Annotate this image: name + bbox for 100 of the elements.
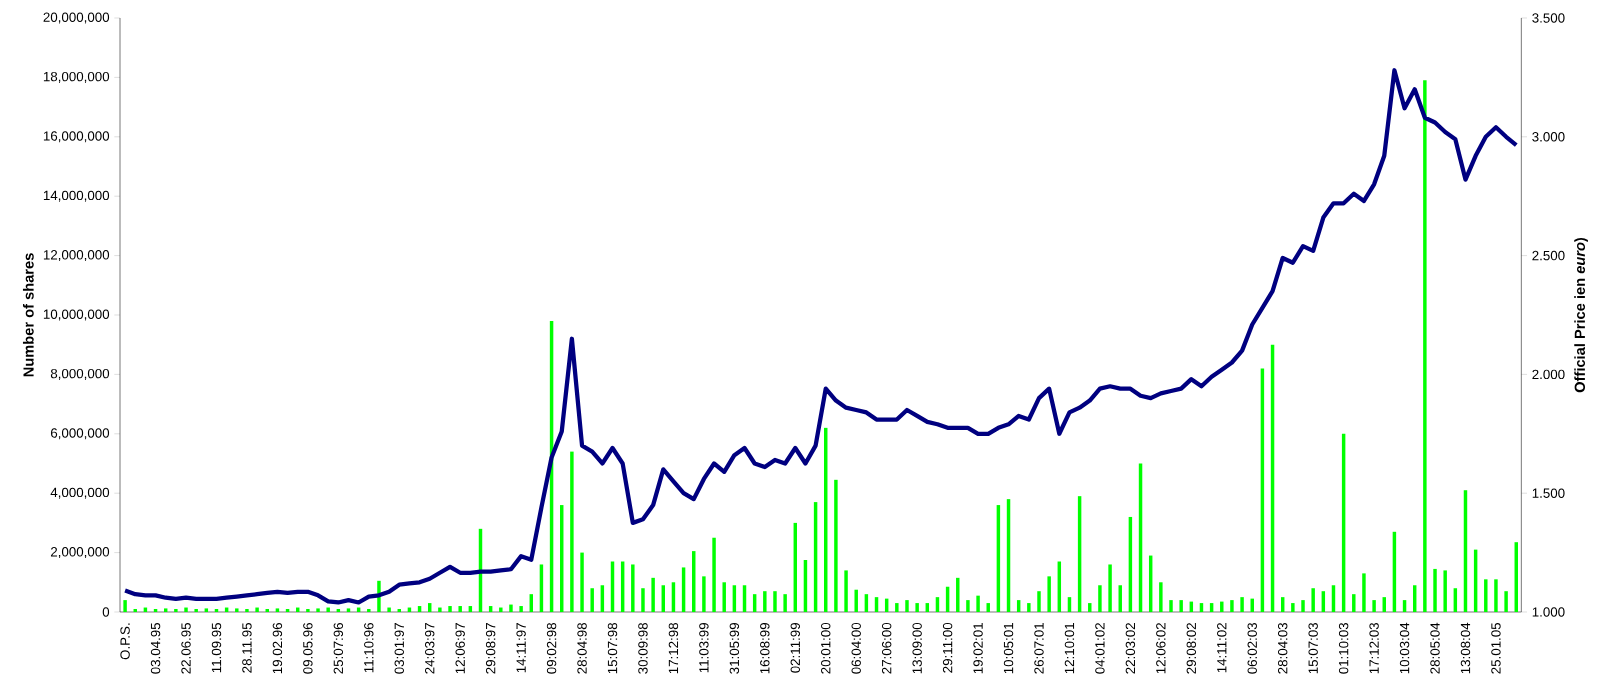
x-tick-label: 20:01:00 xyxy=(821,622,831,674)
bar xyxy=(1108,564,1112,612)
bar xyxy=(194,609,198,612)
bar xyxy=(336,609,341,612)
x-tick-label: 14:11:97 xyxy=(516,623,526,673)
bar xyxy=(316,608,320,612)
x-tick-label: 10:03:04 xyxy=(1399,622,1410,674)
x-tick-label: 19:02:01 xyxy=(973,623,983,674)
bar xyxy=(834,479,838,612)
bar xyxy=(1291,603,1295,612)
bar xyxy=(387,607,391,612)
x-tick-label: 11.09.95 xyxy=(211,622,222,673)
x-tick-label: 16:08:99 xyxy=(760,623,770,674)
x-tick-label: 06:04:00 xyxy=(851,622,861,674)
bar xyxy=(1037,591,1041,612)
y-tick-label: 10,000,000 xyxy=(43,309,110,321)
bar xyxy=(1159,582,1163,612)
bar xyxy=(397,609,401,612)
bar xyxy=(306,609,310,612)
x-tick-label: 12:06:02 xyxy=(1156,623,1166,674)
bar xyxy=(712,537,716,612)
x-tick-label: 01:10:03 xyxy=(1338,622,1349,674)
bar xyxy=(275,608,280,612)
x-tick-label: 10:05:01 xyxy=(1003,623,1014,674)
bar xyxy=(1230,600,1234,612)
bar xyxy=(570,451,574,612)
bar xyxy=(326,607,330,612)
bar xyxy=(1088,603,1092,612)
x-tick-label: 11:03:99 xyxy=(699,623,709,673)
x-tick-label: 28:04:03 xyxy=(1277,622,1288,674)
y-tick-label: 14,000,000 xyxy=(43,190,110,202)
bar xyxy=(1423,80,1427,612)
bar xyxy=(1169,600,1173,612)
bar xyxy=(1352,594,1356,612)
x-tick-label: 17:12:03 xyxy=(1369,622,1379,674)
x-tick-label: 12:06:97 xyxy=(455,623,465,674)
bar xyxy=(1443,570,1447,612)
bar xyxy=(265,609,269,612)
y-tick-label: 18,000,000 xyxy=(43,71,110,83)
y2-tick-label: 2.000 xyxy=(1532,369,1565,380)
bar xyxy=(915,603,919,612)
x-tick-label: 22.06.95 xyxy=(181,622,191,674)
bar xyxy=(1047,576,1051,612)
bar xyxy=(448,606,452,612)
bar xyxy=(123,600,127,612)
bar xyxy=(1494,579,1498,612)
bar xyxy=(976,595,980,612)
x-tick-label: 13:09:00 xyxy=(912,622,922,674)
y-tick-label: 6,000,000 xyxy=(50,428,110,440)
y-tick-label: 16,000,000 xyxy=(43,131,110,143)
x-tick-label: 28.11.95 xyxy=(242,622,252,673)
x-tick-label: 02:11:99 xyxy=(790,623,800,673)
bar xyxy=(1372,600,1376,612)
bar xyxy=(1179,600,1183,612)
bar xyxy=(895,603,899,612)
bar xyxy=(1311,588,1315,612)
bar xyxy=(245,609,249,612)
y2-tick-label: 3.500 xyxy=(1532,13,1565,23)
x-tick-label: 26:07:01 xyxy=(1034,623,1044,674)
bar xyxy=(285,609,290,612)
x-tick-label: 09:02:98 xyxy=(546,622,557,674)
x-tick-label: 03:01:97 xyxy=(394,623,404,674)
bar xyxy=(773,591,777,612)
y-axis-title: Number of shares xyxy=(22,253,34,377)
bar xyxy=(1098,585,1102,612)
bar xyxy=(1484,579,1488,612)
x-tick-label: 17:12:98 xyxy=(668,622,679,674)
bar xyxy=(580,552,584,612)
bar xyxy=(702,576,706,612)
bar xyxy=(1362,573,1366,612)
bar xyxy=(1504,591,1508,612)
x-tick-label: 12:10:01 xyxy=(1064,623,1075,674)
y-tick-label: 20,000,000 xyxy=(43,12,110,24)
bar xyxy=(905,600,909,612)
bar xyxy=(519,606,523,612)
bar xyxy=(844,570,848,612)
bar xyxy=(966,600,970,612)
x-tick-label: 22:03:02 xyxy=(1125,623,1136,674)
x-tick-label: 03.04.95 xyxy=(150,622,161,674)
y2-tick-label: 2.500 xyxy=(1532,250,1565,261)
x-tick-label: 04:01:02 xyxy=(1095,623,1105,674)
bar xyxy=(438,607,442,612)
x-tick-label: 15:07:98 xyxy=(607,622,618,674)
y2-tick-label: 3.000 xyxy=(1532,132,1565,142)
y-tick-label: 12,000,000 xyxy=(43,250,110,262)
bar xyxy=(235,608,239,612)
x-tick-label: 30:09:98 xyxy=(638,622,648,674)
bar xyxy=(499,607,503,612)
x-tick-label: O.P.S. xyxy=(120,623,130,660)
bar xyxy=(367,609,371,612)
x-tick-label: 29:08:97 xyxy=(485,623,496,674)
x-tick-label: 28:05:04 xyxy=(1430,622,1440,674)
bar xyxy=(722,582,726,612)
bar xyxy=(346,608,351,612)
y2-tick-label: 1.500 xyxy=(1532,488,1565,498)
x-tick-label: 19.02.96 xyxy=(272,622,283,674)
x-tick-label: 31:05:99 xyxy=(729,623,740,674)
x-tick-label: 14:11:02 xyxy=(1217,623,1227,673)
bar xyxy=(184,607,188,612)
bar xyxy=(1301,600,1305,612)
